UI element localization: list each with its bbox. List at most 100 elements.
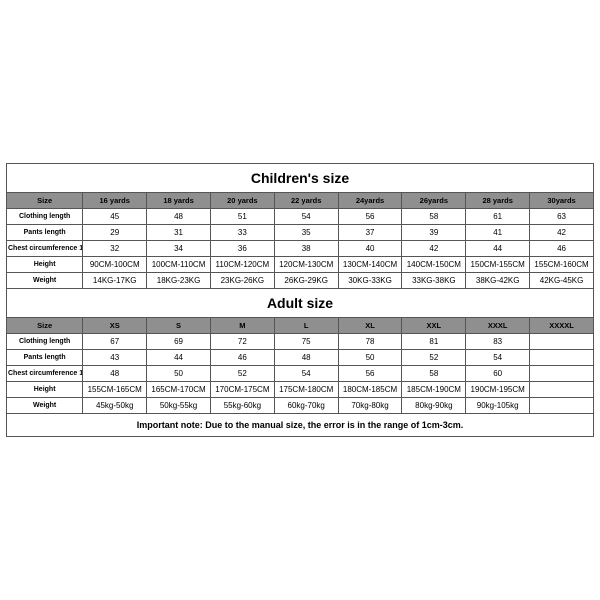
cell: 29	[83, 225, 147, 241]
row-label: Pants length	[7, 350, 83, 366]
adult-size-label: Size	[7, 318, 83, 334]
table-row: Weight 14KG-17KG 18KG-23KG 23KG-26KG 26K…	[7, 273, 594, 289]
cell: 58	[402, 209, 466, 225]
row-label: Chest circumference 1/2	[7, 366, 83, 382]
note-row: Important note: Due to the manual size, …	[7, 414, 594, 437]
cell: 56	[338, 209, 402, 225]
row-label: Height	[7, 257, 83, 273]
row-label: Weight	[7, 398, 83, 414]
cell: 175CM-180CM	[274, 382, 338, 398]
adult-size-1: S	[147, 318, 211, 334]
children-size-6: 28 yards	[466, 193, 530, 209]
cell: 165CM-170CM	[147, 382, 211, 398]
cell: 18KG-23KG	[147, 273, 211, 289]
cell: 56	[338, 366, 402, 382]
cell: 155CM-160CM	[530, 257, 594, 273]
cell: 54	[466, 350, 530, 366]
cell: 70kg-80kg	[338, 398, 402, 414]
cell: 33KG-38KG	[402, 273, 466, 289]
cell: 90CM-100CM	[83, 257, 147, 273]
cell: 48	[147, 209, 211, 225]
table-row: Clothing length 67 69 72 75 78 81 83	[7, 334, 594, 350]
cell: 58	[402, 366, 466, 382]
cell: 61	[466, 209, 530, 225]
cell: 42KG-45KG	[530, 273, 594, 289]
cell: 67	[83, 334, 147, 350]
adult-size-7: XXXXL	[530, 318, 594, 334]
cell: 170CM-175CM	[210, 382, 274, 398]
children-size-1: 18 yards	[147, 193, 211, 209]
cell: 31	[147, 225, 211, 241]
table-row: Pants length 29 31 33 35 37 39 41 42	[7, 225, 594, 241]
adult-header-row: Size XS S M L XL XXL XXXL XXXXL	[7, 318, 594, 334]
cell: 54	[274, 209, 338, 225]
adult-size-5: XXL	[402, 318, 466, 334]
cell	[530, 382, 594, 398]
cell: 48	[274, 350, 338, 366]
cell: 33	[210, 225, 274, 241]
cell: 42	[530, 225, 594, 241]
cell	[530, 366, 594, 382]
cell: 75	[274, 334, 338, 350]
children-size-4: 24yards	[338, 193, 402, 209]
cell: 100CM-110CM	[147, 257, 211, 273]
adult-size-0: XS	[83, 318, 147, 334]
cell: 37	[338, 225, 402, 241]
cell: 60kg-70kg	[274, 398, 338, 414]
cell: 80kg-90kg	[402, 398, 466, 414]
cell: 130CM-140CM	[338, 257, 402, 273]
cell: 83	[466, 334, 530, 350]
cell: 44	[147, 350, 211, 366]
cell: 180CM-185CM	[338, 382, 402, 398]
table-row: Height 90CM-100CM 100CM-110CM 110CM-120C…	[7, 257, 594, 273]
cell: 14KG-17KG	[83, 273, 147, 289]
cell: 26KG-29KG	[274, 273, 338, 289]
cell: 39	[402, 225, 466, 241]
table-row: Pants length 43 44 46 48 50 52 54	[7, 350, 594, 366]
cell: 51	[210, 209, 274, 225]
cell: 40	[338, 241, 402, 257]
cell: 46	[530, 241, 594, 257]
cell: 38	[274, 241, 338, 257]
cell: 30KG-33KG	[338, 273, 402, 289]
cell: 190CM-195CM	[466, 382, 530, 398]
cell: 110CM-120CM	[210, 257, 274, 273]
children-size-5: 26yards	[402, 193, 466, 209]
children-size-0: 16 yards	[83, 193, 147, 209]
cell: 55kg-60kg	[210, 398, 274, 414]
cell: 69	[147, 334, 211, 350]
cell: 43	[83, 350, 147, 366]
adult-size-6: XXXL	[466, 318, 530, 334]
adult-title-row: Adult size	[7, 289, 594, 318]
cell: 35	[274, 225, 338, 241]
row-label: Pants length	[7, 225, 83, 241]
cell: 42	[402, 241, 466, 257]
children-title-row: Children's size	[7, 164, 594, 193]
cell	[530, 350, 594, 366]
cell: 36	[210, 241, 274, 257]
cell: 120CM-130CM	[274, 257, 338, 273]
children-title: Children's size	[7, 164, 594, 193]
children-size-label: Size	[7, 193, 83, 209]
cell: 150CM-155CM	[466, 257, 530, 273]
cell: 52	[210, 366, 274, 382]
important-note: Important note: Due to the manual size, …	[7, 414, 594, 437]
children-header-row: Size 16 yards 18 yards 20 yards 22 yards…	[7, 193, 594, 209]
cell: 140CM-150CM	[402, 257, 466, 273]
cell: 41	[466, 225, 530, 241]
adult-size-4: XL	[338, 318, 402, 334]
cell: 60	[466, 366, 530, 382]
table-row: Height 155CM-165CM 165CM-170CM 170CM-175…	[7, 382, 594, 398]
cell: 38KG-42KG	[466, 273, 530, 289]
adult-size-2: M	[210, 318, 274, 334]
cell: 72	[210, 334, 274, 350]
row-label: Weight	[7, 273, 83, 289]
cell: 50kg-55kg	[147, 398, 211, 414]
cell	[530, 398, 594, 414]
table-row: Chest circumference 1/2 48 50 52 54 56 5…	[7, 366, 594, 382]
cell: 50	[147, 366, 211, 382]
cell: 54	[274, 366, 338, 382]
table-row: Weight 45kg-50kg 50kg-55kg 55kg-60kg 60k…	[7, 398, 594, 414]
table-row: Clothing length 45 48 51 54 56 58 61 63	[7, 209, 594, 225]
cell: 63	[530, 209, 594, 225]
